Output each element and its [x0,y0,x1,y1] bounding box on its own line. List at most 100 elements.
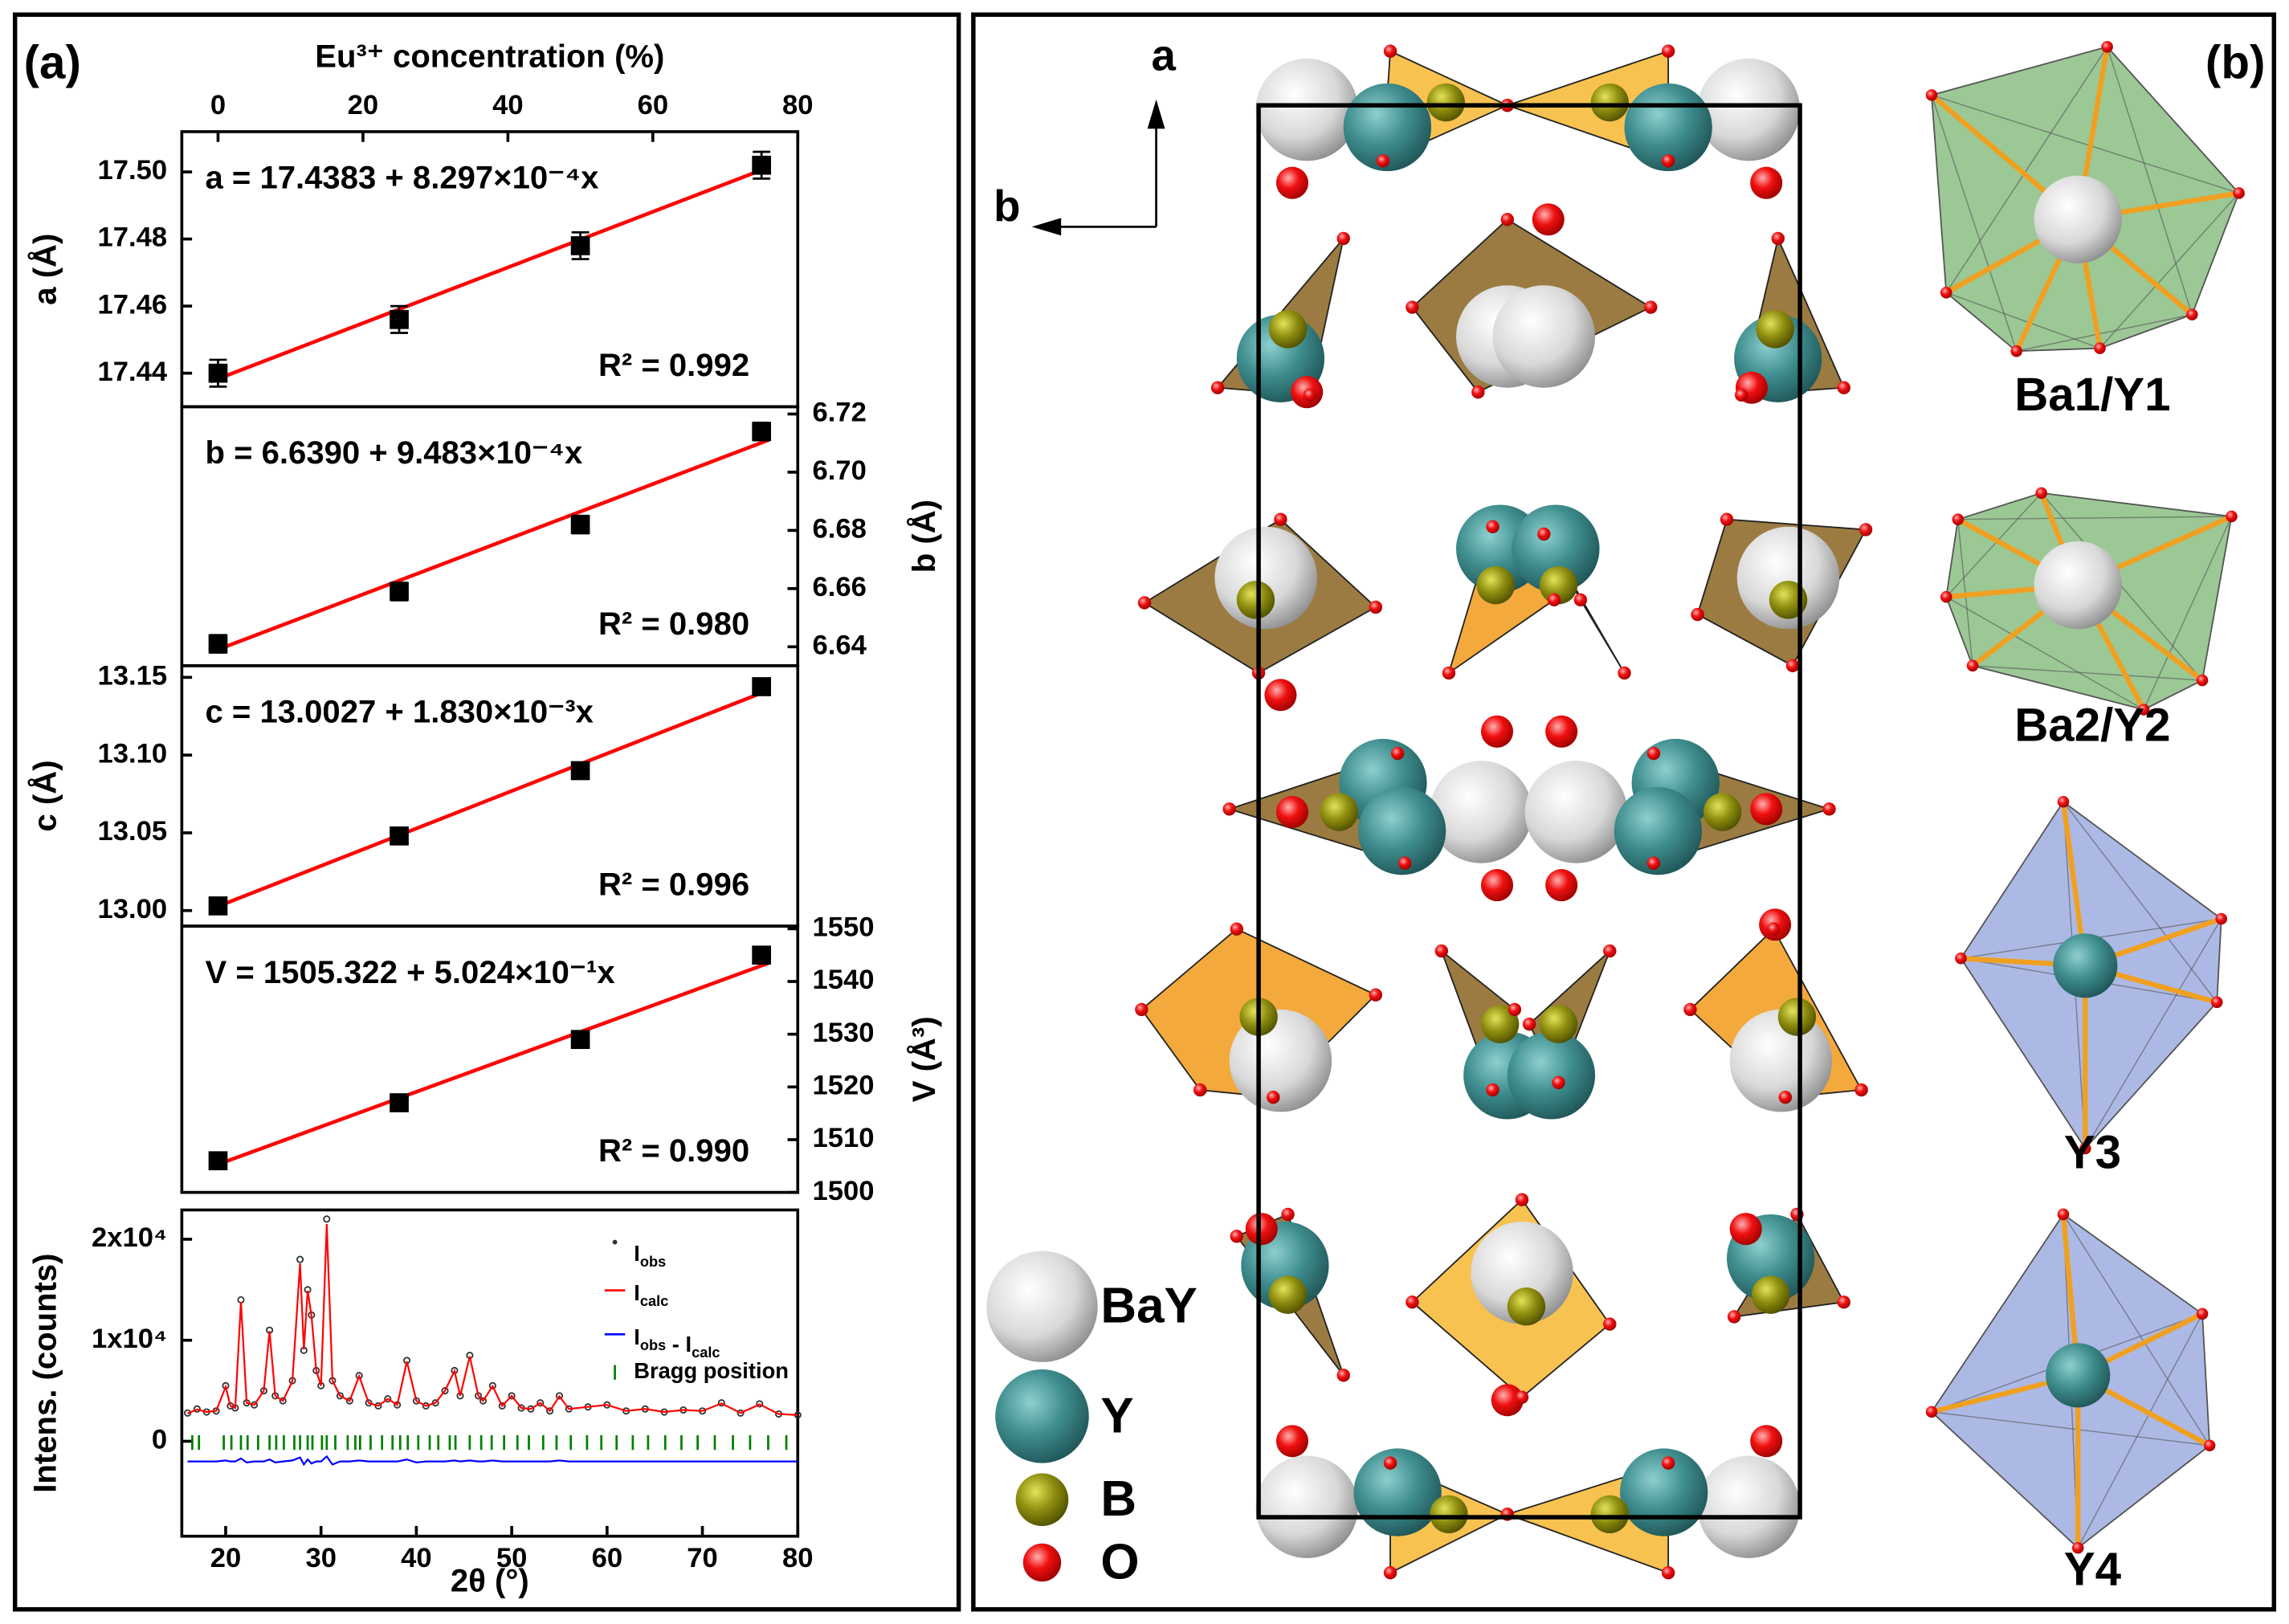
oxygen-vertex [1442,666,1456,680]
polyhedron-edge [1931,1411,2210,1447]
legend-label: Y [1100,1388,1133,1443]
fit-line [210,438,769,655]
data-point [390,826,409,846]
atom [1750,166,1783,199]
data-point [752,422,772,442]
atom [1750,793,1783,826]
atom [1539,565,1578,605]
oxygen-vertex [1854,1083,1868,1097]
data-point [479,1397,488,1405]
oxygen-vertex [1646,856,1661,870]
atom [1357,787,1446,875]
oxygen-vertex [1369,988,1383,1002]
x-tick-label: 60 [638,90,669,120]
data-point [736,1409,745,1417]
oxygen-vertex [1547,593,1561,607]
y-tick-label: 13.00 [98,894,168,924]
polyhedron-edge [2084,918,2222,1149]
atom [1430,1495,1468,1534]
oxygen-vertex [1336,231,1350,246]
y-tick-label: 1500 [812,1176,874,1206]
atom [1476,565,1515,605]
oxygen-vertex [1661,1456,1675,1470]
polyhedron-edge [1972,665,2203,681]
atom [1264,679,1297,712]
oxygen-vertex [1230,922,1243,936]
atom [1590,83,1629,122]
y-axis-title: V (Å³) [906,1016,942,1102]
legend-marker [612,1239,618,1245]
data-point [555,1392,564,1400]
oxygen-vertex [2226,510,2238,523]
oxygen-vertex [1515,1390,1529,1404]
atom [1353,1448,1442,1536]
oxygen-vertex [1369,600,1383,614]
data-point [384,1395,392,1403]
x-tick-label: 0 [210,90,226,120]
legend-label: Iobs - Icalc [634,1324,720,1361]
y-tick-label: 1510 [812,1123,874,1153]
data-point [537,1399,545,1407]
y-tick-label: 1540 [812,965,874,995]
arrow-head [1031,218,1062,236]
atom [1729,1213,1762,1246]
data-point [208,896,228,916]
oxygen-vertex [1573,593,1588,607]
oxygen-vertex [2196,1308,2209,1320]
atom [1736,526,1840,630]
y-tick-label: 17.50 [98,155,168,186]
data-point [193,1405,201,1413]
oxygen-vertex [1646,746,1661,761]
fit-line [210,688,770,912]
fit-equation: V = 1505.322 + 5.024×10⁻¹x [206,955,615,990]
atom [1275,1425,1309,1458]
oxygen-vertex [1837,1296,1850,1309]
oxygen-vertex [1778,1091,1793,1104]
data-point [488,1381,496,1389]
atom [1620,1448,1708,1536]
data-point [208,634,228,654]
r-squared: R² = 0.990 [598,1133,749,1169]
oxygen-vertex [1383,1456,1397,1470]
oxygen-vertex [1925,1406,1938,1418]
x-axis-title: Eu³⁺ concentration (%) [315,39,664,74]
polyhedron-label: Ba1/Y1 [2014,369,2170,421]
crystal-structure [986,41,2245,1582]
atom [1756,310,1794,349]
polyhedron-edge [1957,516,2232,520]
unit-cell [1256,103,1802,1520]
oxygen-vertex [1471,385,1485,399]
oxygen-vertex [1193,1083,1207,1097]
atom [1751,1275,1790,1314]
oxygen-vertex [1137,596,1152,610]
oxygen-vertex [1785,659,1800,673]
legend-atom [986,1251,1098,1362]
oxygen-vertex [1691,607,1704,622]
oxygen-vertex [1486,520,1499,533]
r-squared: R² = 0.980 [598,606,749,642]
polyhedron-edge [2063,1214,2210,1447]
center-atom [2034,175,2122,263]
y-axis-title: Intens. (counts) [27,1253,63,1492]
y-tick-label: 1550 [812,912,874,943]
center-atom [2053,933,2118,998]
oxygen-vertex [1376,154,1390,168]
y-axis-title: b (Å) [906,500,942,573]
y-tick-label: 6.66 [812,572,866,602]
y-tick-label: 17.48 [98,222,168,253]
oxygen-vertex [1661,1566,1675,1580]
atom [1268,310,1308,349]
data-point [390,1093,409,1112]
y-tick-label: 13.10 [98,738,168,769]
oxygen-vertex [1603,1317,1617,1331]
polyhedron-edge [1945,492,2042,598]
x-tick-label: 30 [305,1543,337,1573]
legend-label: O [1100,1534,1139,1589]
atom [1545,869,1578,902]
legend-text: I [634,1241,640,1266]
polyhedron-edge [2099,192,2240,349]
oxygen-vertex [2203,1439,2216,1452]
oxygen-vertex [1406,300,1419,314]
oxygen-vertex [1955,952,1967,965]
x-tick-label: 40 [401,1543,432,1573]
